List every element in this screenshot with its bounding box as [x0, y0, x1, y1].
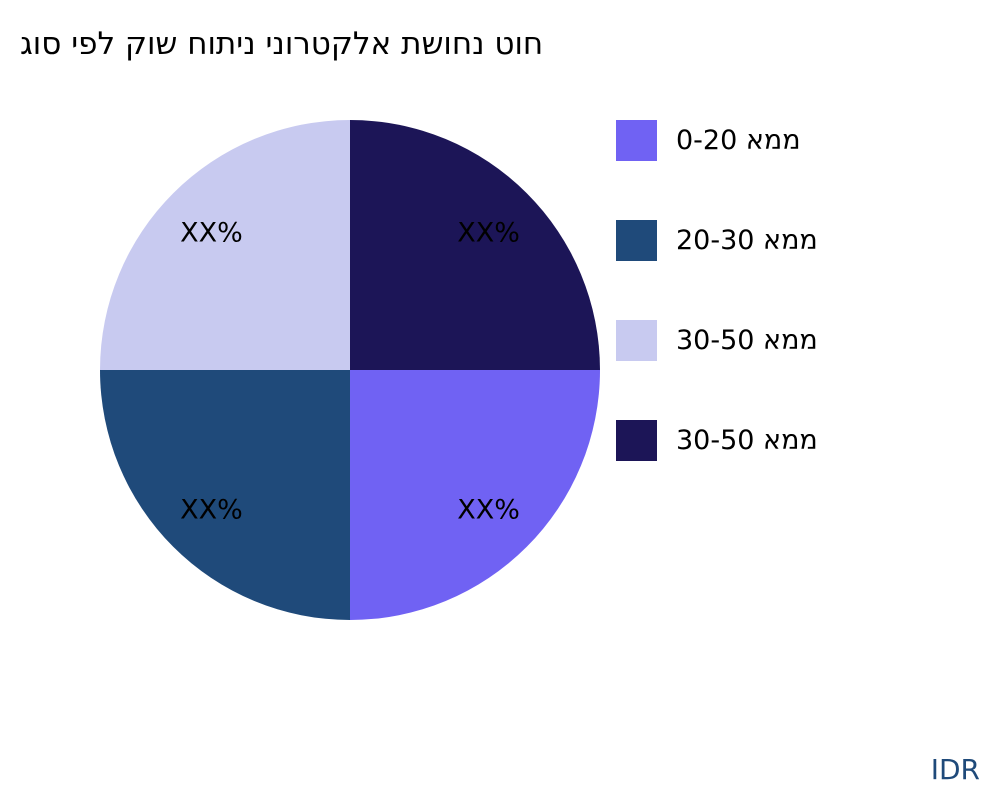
pie-slice — [100, 370, 350, 620]
legend-item: 30-50 אממ — [616, 420, 818, 461]
pie-slice — [350, 120, 600, 370]
pie-slice — [350, 370, 600, 620]
chart-title: גוס יפל קוש חותינ ינורטקלא תשוחנ טוח — [20, 26, 544, 62]
legend-swatch — [616, 120, 657, 161]
slice-data-label: XX% — [457, 217, 520, 248]
brand-logo: IDR — [930, 753, 980, 786]
slice-data-label: XX% — [180, 495, 243, 526]
legend-swatch — [616, 220, 657, 261]
legend-item: 20-30 אממ — [616, 220, 818, 261]
legend-swatch — [616, 420, 657, 461]
legend-swatch — [616, 320, 657, 361]
legend-label: 20-30 אממ — [676, 225, 818, 256]
legend-label: 30-50 אממ — [676, 325, 818, 356]
slice-data-label: XX% — [180, 217, 243, 248]
legend-label: 30-50 אממ — [676, 425, 818, 456]
legend-label: 0-20 אממ — [676, 125, 801, 156]
legend-item: 0-20 אממ — [616, 120, 801, 161]
pie-slice — [100, 120, 350, 370]
slice-data-label: XX% — [457, 495, 520, 526]
legend-item: 30-50 אממ — [616, 320, 818, 361]
